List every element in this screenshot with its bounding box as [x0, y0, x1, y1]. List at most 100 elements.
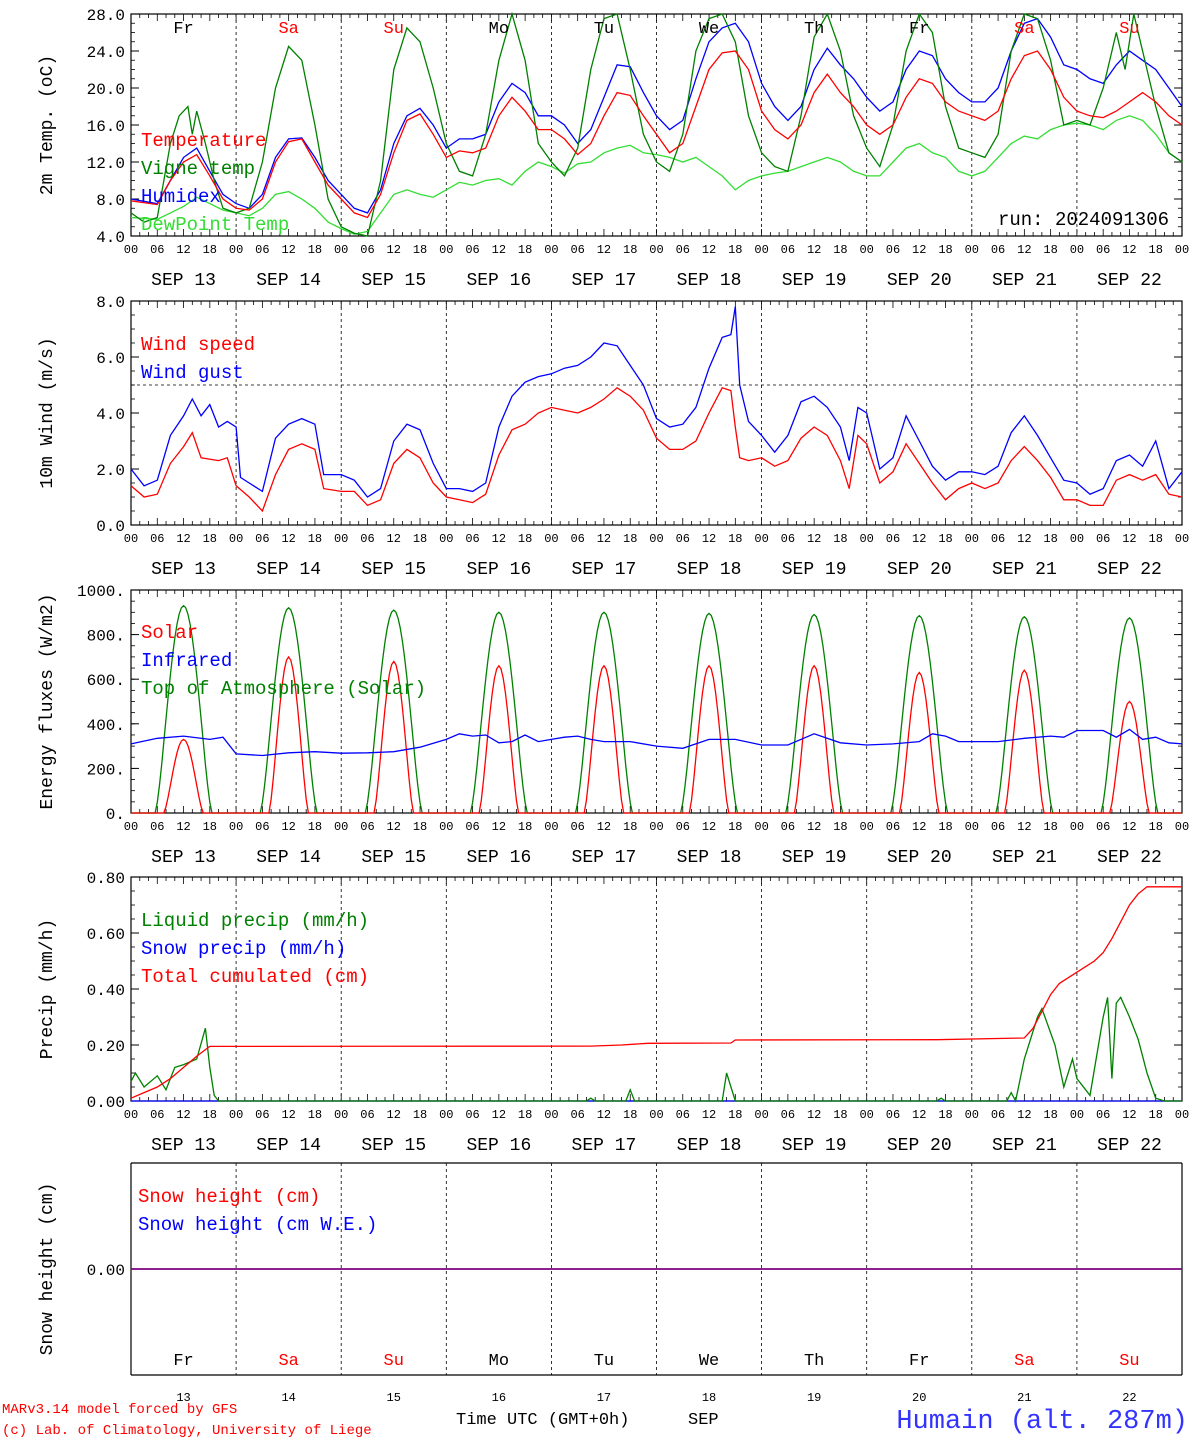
temperature-hour-label: 06 — [360, 243, 374, 257]
temperature-line-vigne-temp — [130, 11, 1183, 237]
temperature-hour-label: 18 — [938, 243, 952, 257]
energy-hour-label: 12 — [492, 820, 506, 834]
temperature-hour-label: 12 — [1017, 243, 1031, 257]
precip-hour-label: 18 — [308, 1108, 322, 1122]
precip-hour-label: 06 — [886, 1108, 900, 1122]
precip-hour-label: 12 — [807, 1108, 821, 1122]
temperature-hour-label: 06 — [570, 243, 584, 257]
wind-hour-label: 12 — [492, 532, 506, 546]
snow-day-of-week: Su — [1119, 1352, 1139, 1371]
precip-ytick-label: 0.20 — [87, 1038, 125, 1056]
temperature-hour-label: 00 — [965, 243, 979, 257]
energy-hour-label: 18 — [833, 820, 847, 834]
wind-date-label: SEP 19 — [782, 560, 847, 580]
temperature-day-of-week: Th — [804, 20, 824, 39]
wind-date-label: SEP 22 — [1097, 560, 1162, 580]
energy-frame — [130, 589, 1183, 814]
wind-legend-1: Wind gust — [141, 362, 244, 384]
snow-day-of-week: Su — [384, 1352, 404, 1371]
temperature-hour-label: 12 — [1122, 243, 1136, 257]
wind-hour-label: 00 — [334, 532, 348, 546]
snow-day-of-week: Sa — [1014, 1352, 1034, 1371]
precip-hour-label: 06 — [781, 1108, 795, 1122]
wind-hour-label: 06 — [1096, 532, 1110, 546]
energy-hour-label: 00 — [754, 820, 768, 834]
temperature-day-of-week: Sa — [1014, 20, 1034, 39]
energy-ytick-label: 0. — [106, 806, 125, 824]
precip-hour-label: 00 — [1175, 1108, 1189, 1122]
precip-hour-label: 18 — [833, 1108, 847, 1122]
precip-date-label: SEP 18 — [677, 1136, 742, 1156]
wind-date-label: SEP 14 — [256, 560, 321, 580]
precip-hour-label: 18 — [728, 1108, 742, 1122]
energy-hour-label: 12 — [1017, 820, 1031, 834]
wind-hour-label: 18 — [623, 532, 637, 546]
temperature-hour-label: 00 — [1175, 243, 1189, 257]
temperature-date-label: SEP 14 — [256, 271, 321, 291]
temperature-run-annotation: run: 2024091306 — [998, 209, 1169, 231]
precip-date-label: SEP 20 — [887, 1136, 952, 1156]
precip-hour-label: 06 — [991, 1108, 1005, 1122]
wind-hour-label: 06 — [991, 532, 1005, 546]
energy-date-label: SEP 20 — [887, 848, 952, 868]
energy-hour-label: 06 — [360, 820, 374, 834]
precip-hour-label: 06 — [360, 1108, 374, 1122]
temperature-hour-label: 06 — [886, 243, 900, 257]
snow-legend-1: Snow height (cm W.E.) — [138, 1214, 377, 1236]
temperature-hour-label: 00 — [124, 243, 138, 257]
precip-legend-2: Total cumulated (cm) — [141, 966, 369, 988]
snow-day-of-week: Sa — [278, 1352, 298, 1371]
wind-hour-label: 00 — [1070, 532, 1084, 546]
precip-hour-label: 12 — [912, 1108, 926, 1122]
temperature-day-of-week: Tu — [594, 20, 614, 39]
wind-hour-label: 18 — [1149, 532, 1163, 546]
energy-legend-2: Top of Atmosphere (Solar) — [141, 678, 426, 700]
energy-hour-label: 18 — [308, 820, 322, 834]
precip-date-label: SEP 21 — [992, 1136, 1057, 1156]
energy-line-infrared — [130, 728, 1183, 757]
energy-hour-label: 00 — [1175, 820, 1189, 834]
energy-hour-label: 18 — [413, 820, 427, 834]
energy-hour-label: 06 — [886, 820, 900, 834]
wind-date-label: SEP 16 — [466, 560, 531, 580]
precip-hour-label: 18 — [518, 1108, 532, 1122]
precip-hour-label: 12 — [1122, 1108, 1136, 1122]
wind-ytick-label: 8.0 — [96, 294, 125, 312]
precip-hour-label: 00 — [544, 1108, 558, 1122]
energy-ytick-label: 1000. — [77, 583, 125, 601]
energy-date-label: SEP 18 — [677, 848, 742, 868]
snow-day-number: 18 — [702, 1391, 716, 1405]
temperature-hour-label: 00 — [649, 243, 663, 257]
energy-legend-1: Infrared — [141, 650, 232, 672]
temperature-hour-label: 00 — [544, 243, 558, 257]
precip-hour-label: 12 — [702, 1108, 716, 1122]
temperature-legend-0: Temperature — [141, 130, 266, 152]
temperature-hour-label: 00 — [229, 243, 243, 257]
snow-day-number: 15 — [387, 1391, 401, 1405]
temperature-ytick-label: 28.0 — [87, 7, 125, 25]
temperature-ytick-label: 16.0 — [87, 118, 125, 136]
snow-day-of-week: Tu — [594, 1352, 614, 1371]
wind-hour-label: 12 — [1017, 532, 1031, 546]
precip-ytick-label: 0.40 — [87, 982, 125, 1000]
wind-legend-0: Wind speed — [141, 334, 255, 356]
energy-hour-label: 00 — [334, 820, 348, 834]
temperature-date-label: SEP 18 — [677, 271, 742, 291]
temperature-hour-label: 12 — [807, 243, 821, 257]
precip-line-liquid — [130, 996, 1182, 1103]
precip-date-label: SEP 22 — [1097, 1136, 1162, 1156]
precip-y-axis-label: Precip (mm/h) — [38, 919, 58, 1059]
precip-hour-label: 12 — [281, 1108, 295, 1122]
temperature-date-label: SEP 15 — [361, 271, 426, 291]
wind-date-label: SEP 13 — [151, 560, 216, 580]
energy-ytick-label: 200. — [87, 761, 125, 779]
precip-ytick-label: 0.80 — [87, 870, 125, 888]
energy-hour-label: 18 — [203, 820, 217, 834]
snow-day-number: 17 — [597, 1391, 611, 1405]
energy-hour-label: 06 — [781, 820, 795, 834]
energy-hour-label: 06 — [150, 820, 164, 834]
temperature-hour-label: 00 — [754, 243, 768, 257]
energy-hour-label: 12 — [807, 820, 821, 834]
precip-hour-label: 00 — [439, 1108, 453, 1122]
wind-hour-label: 18 — [413, 532, 427, 546]
